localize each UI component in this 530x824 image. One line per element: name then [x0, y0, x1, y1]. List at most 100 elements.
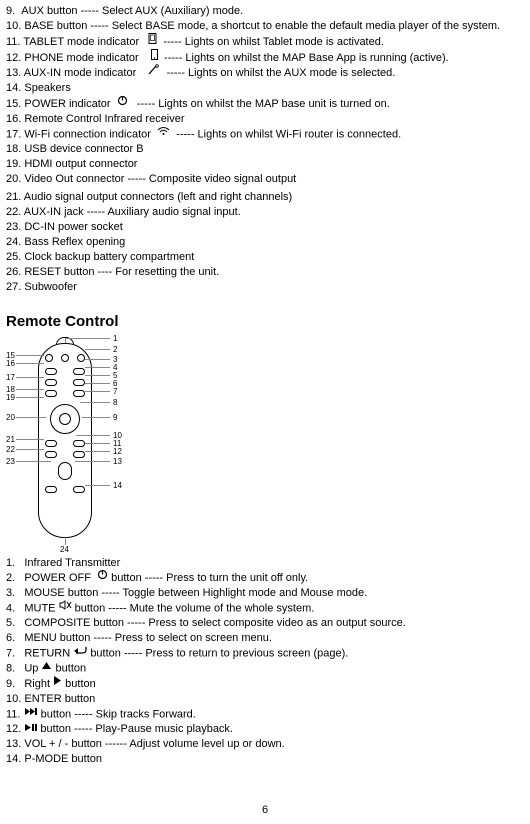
text: Infrared Transmitter	[24, 557, 120, 569]
remote-diagram: 1 2 3 4 5 6 7 8 9 10 11 12 13 14 15 16 1…	[6, 339, 166, 554]
list-item: 1. Infrared Transmitter	[6, 556, 524, 571]
text: Bass Reflex opening	[24, 236, 125, 248]
list-item: 27. Subwoofer	[6, 280, 524, 295]
text: COMPOSITE button ----- Press to select c…	[24, 617, 406, 629]
list-item: 25. Clock backup battery compartment	[6, 250, 524, 265]
text: AUX-IN mode indicator	[24, 67, 137, 79]
text: AUX button ----- Select AUX (Auxiliary) …	[21, 5, 243, 17]
diagram-label: 20	[6, 413, 15, 424]
right-arrow-icon	[53, 675, 62, 691]
diagram-label: 9	[113, 413, 117, 424]
tablet-icon	[148, 33, 157, 49]
page-number: 6	[0, 803, 530, 818]
text: ----- Lights on whilst the AUX mode is s…	[167, 67, 396, 79]
power-off-icon	[97, 569, 108, 585]
text: MUTE	[24, 602, 55, 614]
list-item: 11. button ----- Skip tracks Forward.	[6, 707, 524, 722]
diagram-label: 17	[6, 373, 15, 384]
list-item: 6. MENU button ----- Press to select on …	[6, 631, 524, 646]
text: USB device connector B	[24, 143, 143, 155]
play-pause-icon	[24, 723, 37, 735]
text: Up	[24, 663, 38, 675]
return-icon	[73, 645, 87, 660]
list-item: 8. Up button	[6, 661, 524, 676]
list-item: 2. POWER OFF button ----- Press to turn …	[6, 570, 524, 586]
list-item: 15. POWER indicator ----- Lights on whil…	[6, 96, 524, 112]
text: ----- Lights on whilst the MAP Base App …	[164, 51, 449, 63]
list-item: 12. PHONE mode indicator ----- Lights on…	[6, 50, 524, 66]
text: button	[65, 678, 96, 690]
text: HDMI output connector	[24, 158, 137, 170]
diagram-label: 1	[113, 334, 117, 345]
text: P-MODE button	[24, 753, 102, 765]
aux-icon	[148, 64, 160, 80]
diagram-label: 13	[113, 457, 122, 468]
diagram-label: 14	[113, 481, 122, 492]
list-item: 4. MUTE button ----- Mute the volume of …	[6, 601, 524, 616]
text: ENTER button	[24, 693, 95, 705]
list-item: 18. USB device connector B	[6, 142, 524, 157]
text: button ----- Mute the volume of the whol…	[75, 602, 315, 614]
phone-icon	[151, 49, 158, 65]
text: Clock backup battery compartment	[24, 251, 194, 263]
mute-icon	[59, 600, 72, 615]
text: Audio signal output connectors (left and…	[24, 191, 292, 203]
list-item: 7. RETURN button ----- Press to return t…	[6, 646, 524, 661]
list-item: 26. RESET button ---- For resetting the …	[6, 265, 524, 280]
diagram-label: 16	[6, 359, 15, 370]
wifi-icon	[157, 126, 170, 141]
text: BASE button ----- Select BASE mode, a sh…	[24, 20, 500, 32]
text: button ----- Skip tracks Forward.	[41, 708, 196, 720]
text: Remote Control Infrared receiver	[24, 113, 184, 125]
list-item: 13. VOL + / - button ------ Adjust volum…	[6, 737, 524, 752]
section-title: Remote Control	[6, 312, 524, 332]
list-item: 19. HDMI output connector	[6, 157, 524, 172]
list-item: 10. ENTER button	[6, 692, 524, 707]
text: MOUSE button ----- Toggle between Highli…	[24, 587, 367, 599]
text: PHONE mode indicator	[24, 51, 138, 63]
text: ----- Lights on whilst the MAP base unit…	[137, 98, 390, 110]
diagram-label: 8	[113, 398, 117, 409]
text: POWER OFF	[24, 572, 91, 584]
list-item: 10. BASE button ----- Select BASE mode, …	[6, 19, 524, 34]
text: button	[56, 663, 87, 675]
list-item: 17. Wi-Fi connection indicator ----- Lig…	[6, 127, 524, 142]
list-item: 5. COMPOSITE button ----- Press to selec…	[6, 616, 524, 631]
list-item: 16. Remote Control Infrared receiver	[6, 112, 524, 127]
text: Right	[24, 678, 50, 690]
up-arrow-icon	[41, 660, 52, 675]
power-icon	[117, 95, 128, 111]
list-item: 12. button ----- Play-Pause music playba…	[6, 722, 524, 737]
list-item: 14. Speakers	[6, 81, 524, 96]
text: RESET button ---- For resetting the unit…	[24, 266, 219, 278]
text: ----- Lights on whilst Tablet mode is ac…	[163, 36, 384, 48]
list-item: 9. AUX button ----- Select AUX (Auxiliar…	[6, 4, 524, 19]
list-item: 14. P-MODE button	[6, 752, 524, 767]
text: ----- Lights on whilst Wi-Fi router is c…	[176, 128, 401, 140]
list-item: 20. Video Out connector ----- Composite …	[6, 172, 524, 187]
text: Video Out connector ----- Composite vide…	[24, 173, 296, 185]
text: button ----- Press to return to previous…	[90, 647, 348, 659]
diagram-label: 22	[6, 445, 15, 456]
diagram-label: 23	[6, 457, 15, 468]
text: Wi-Fi connection indicator	[24, 128, 151, 140]
text: button ----- Play-Pause music playback.	[40, 723, 233, 735]
list-item: 23. DC-IN power socket	[6, 220, 524, 235]
list-item: 3. MOUSE button ----- Toggle between Hig…	[6, 586, 524, 601]
text: Subwoofer	[24, 281, 77, 293]
diagram-label: 19	[6, 393, 15, 404]
text: RETURN	[24, 647, 70, 659]
list-item: 9. Right button	[6, 676, 524, 692]
text: button ----- Press to turn the unit off …	[111, 572, 308, 584]
skip-forward-icon	[24, 706, 38, 721]
text: Speakers	[24, 82, 70, 94]
list-item: 24. Bass Reflex opening	[6, 235, 524, 250]
list-item: 13. AUX-IN mode indicator ----- Lights o…	[6, 65, 524, 81]
text: AUX-IN jack ----- Auxiliary audio signal…	[24, 206, 241, 218]
text: DC-IN power socket	[24, 221, 122, 233]
diagram-label: 24	[60, 545, 69, 556]
text: TABLET mode indicator	[23, 36, 139, 48]
text: VOL + / - button ------ Adjust volume le…	[24, 738, 284, 750]
text: MENU button ----- Press to select on scr…	[24, 632, 272, 644]
diagram-label: 7	[113, 387, 117, 398]
